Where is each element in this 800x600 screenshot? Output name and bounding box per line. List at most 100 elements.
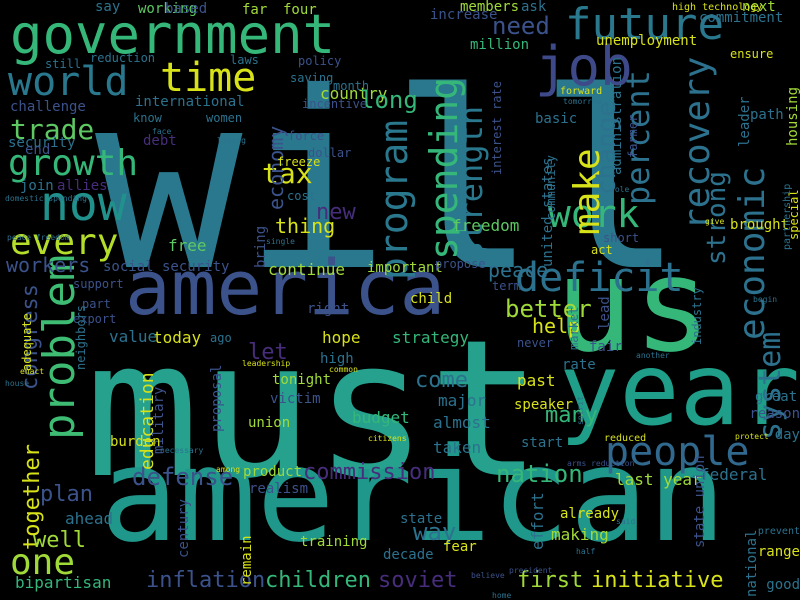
- word-national: national: [744, 529, 760, 597]
- word-still: still: [45, 57, 82, 71]
- word-us: us: [555, 229, 712, 381]
- word-future: future: [565, 0, 724, 50]
- word-range: range: [757, 544, 800, 560]
- word-basic: basic: [535, 111, 578, 127]
- word-propose: propose: [435, 257, 486, 271]
- word-every: every: [10, 222, 119, 263]
- word-spirit: spirit: [576, 396, 585, 425]
- word-hope: hope: [322, 328, 361, 347]
- word-short: short: [603, 231, 640, 245]
- word-tonight: tonight: [272, 372, 332, 388]
- word-effort: effort: [528, 492, 547, 550]
- word-ago: ago: [210, 331, 232, 345]
- word-support: support: [73, 277, 124, 291]
- word-partnership: partnership: [782, 183, 793, 250]
- word-work: work: [548, 192, 640, 236]
- word-great: great: [755, 389, 798, 405]
- word-house: house: [5, 379, 30, 388]
- word-important: important: [367, 260, 443, 276]
- word-country: country: [320, 84, 388, 103]
- word-freedom: freedom: [452, 216, 520, 235]
- word-thing: thing: [275, 214, 336, 238]
- word-four: four: [283, 2, 317, 18]
- word-almost: almost: [433, 413, 491, 432]
- word-let: let: [248, 340, 288, 365]
- word-commitment: commitment: [699, 10, 784, 26]
- word-children: children: [265, 568, 371, 593]
- word-act: act: [591, 243, 613, 257]
- word-will: will: [95, 40, 686, 325]
- word-year: year: [559, 331, 800, 448]
- word-product: product: [243, 464, 303, 480]
- word-export: export: [73, 312, 117, 326]
- word-bipartisan: bipartisan: [15, 573, 112, 592]
- word-fair: fair: [589, 339, 623, 355]
- word-start: start: [521, 435, 564, 451]
- word-past: past: [517, 371, 556, 390]
- word-leadership: leadership: [242, 359, 291, 368]
- word-now: now: [40, 176, 127, 232]
- word-brought: brought: [730, 217, 790, 233]
- word-ahead: ahead: [65, 509, 114, 528]
- word-ask: ask: [521, 0, 547, 15]
- word-come: come: [415, 368, 468, 393]
- word-security: security: [8, 135, 76, 151]
- word-industry: industry: [690, 287, 704, 345]
- word-already: already: [560, 506, 620, 522]
- word-strategy: strategy: [392, 328, 470, 347]
- word-laws: laws: [230, 53, 259, 67]
- word-cost: cost: [287, 189, 316, 203]
- word-living: living: [217, 136, 246, 145]
- word-good: good: [766, 577, 800, 593]
- word-value: value: [109, 327, 158, 346]
- word-members: members: [460, 0, 520, 15]
- word-world: world: [8, 59, 129, 105]
- word-reason: reason: [749, 406, 800, 422]
- word-people: people: [605, 429, 750, 475]
- word-increase: increase: [430, 7, 498, 23]
- word-join: join: [20, 178, 54, 194]
- word-part: part: [82, 297, 111, 311]
- word-proposal: proposal: [209, 364, 225, 432]
- word-job: job: [535, 35, 633, 98]
- word-long: long: [360, 86, 418, 114]
- word-today: today: [153, 328, 202, 347]
- word-peace-freedom: peace freedom: [7, 233, 70, 242]
- word-fear: fear: [443, 539, 477, 555]
- word-international: international: [135, 94, 245, 110]
- word-another: another: [636, 351, 670, 360]
- word-peace: peace: [488, 258, 549, 282]
- word-bring: bring: [253, 225, 269, 268]
- word-realism: realism: [249, 481, 309, 497]
- word-better: better: [505, 295, 592, 323]
- word-housing: housing: [785, 86, 800, 146]
- word-well: well: [33, 528, 86, 553]
- word-farmer: farmer: [626, 114, 640, 158]
- word-training: training: [300, 534, 368, 550]
- word-citizens: citizens: [368, 434, 407, 443]
- word-initiative: initiative: [591, 568, 724, 593]
- word-role: role: [610, 185, 630, 194]
- word-among: among: [216, 465, 241, 474]
- word-dollar: dollar: [308, 146, 352, 160]
- word-give: give: [705, 217, 725, 226]
- word-last-year: last year: [615, 470, 702, 489]
- word-government: government: [10, 3, 336, 66]
- word-system: system: [753, 331, 788, 440]
- word-union: union: [248, 415, 291, 431]
- word-million: million: [470, 37, 530, 53]
- word-high-technology: high technology: [672, 2, 763, 13]
- word-debt: debt: [143, 133, 177, 149]
- word-way: way: [413, 518, 457, 546]
- word-protect: protect: [735, 432, 769, 441]
- word-term: term: [492, 279, 521, 293]
- word-century: century: [176, 498, 192, 558]
- word-path: path: [750, 107, 784, 123]
- word-home: home: [492, 591, 512, 600]
- word-neighbors: neighbors: [74, 304, 88, 370]
- word-say: say: [95, 0, 121, 15]
- word-interest-rate: interest rate: [490, 81, 504, 175]
- word-begin: begin: [753, 295, 778, 304]
- word-arms-reduction: arms reduction: [567, 459, 635, 468]
